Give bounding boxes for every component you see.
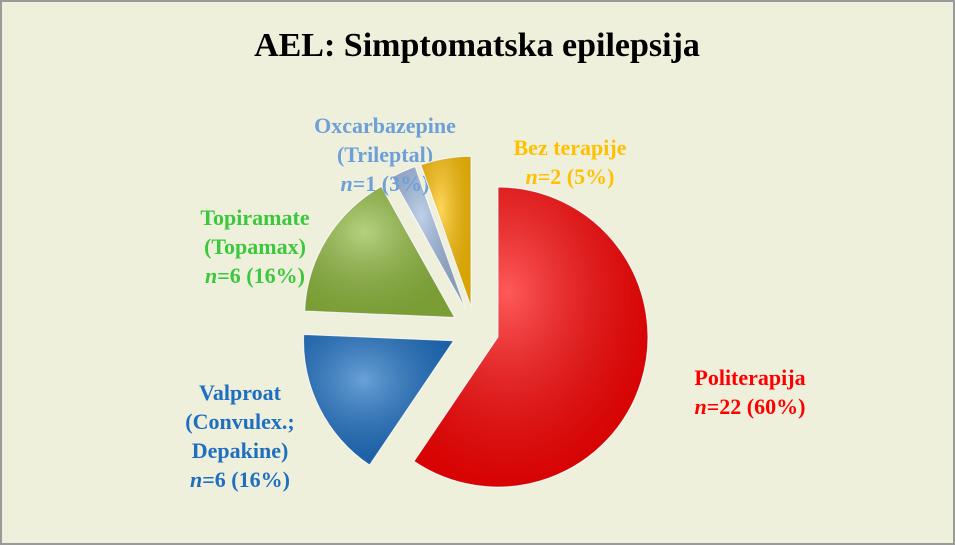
- slice-label: Valproat: [199, 380, 282, 405]
- value-label: n=6 (16%): [190, 467, 290, 492]
- chart-title: AEL: Simptomatska epilepsija: [254, 27, 700, 64]
- slice-shade: [304, 186, 455, 318]
- slice-shade: [303, 334, 454, 466]
- slice-label: (Convulex.;: [185, 409, 294, 434]
- slice-label: Topiramate: [200, 205, 309, 230]
- value-label: n=2 (5%): [526, 164, 615, 189]
- slice-label: Oxcarbazepine: [314, 113, 456, 138]
- slice-label: (Trileptal): [337, 142, 433, 167]
- value-label: n=1 (3%): [341, 171, 430, 196]
- slice-label: Depakine): [192, 438, 289, 463]
- slice-label: (Topamax): [204, 234, 306, 259]
- slice-shade: [413, 187, 648, 488]
- slice-label: Bez terapije: [514, 135, 627, 160]
- slice-shade: [391, 166, 466, 309]
- slice-label: Politerapija: [694, 365, 805, 390]
- value-label: n=6 (16%): [205, 263, 305, 288]
- slice-shade: [420, 156, 471, 307]
- value-label: n=22 (60%): [695, 394, 806, 419]
